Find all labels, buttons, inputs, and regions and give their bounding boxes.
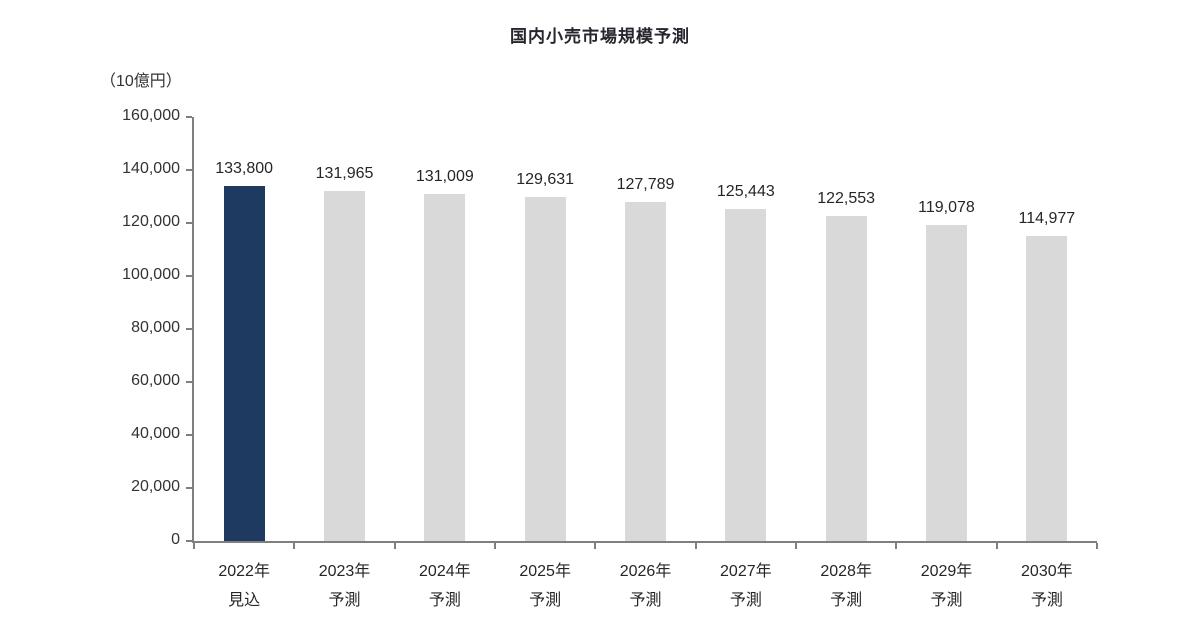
bar-value-label: 133,800: [215, 160, 274, 178]
x-axis-tick: [895, 543, 898, 549]
x-axis-tick: [594, 543, 597, 549]
y-axis-unit-label: （10億円）: [100, 73, 182, 90]
x-axis-line: [192, 541, 1097, 543]
bar-value-label: 131,009: [415, 167, 474, 185]
x-axis-label-year: 2029年: [920, 563, 973, 580]
x-axis-label-type: 予測: [830, 592, 863, 609]
x-axis-label: 2030年予測: [997, 557, 1097, 615]
x-axis-tick: [293, 543, 296, 549]
bar-2025年: [524, 197, 566, 541]
bar-2024年: [424, 193, 466, 541]
bar-2027年: [725, 208, 767, 541]
x-axis-label-year: 2028年: [820, 563, 872, 580]
bar-value-label: 127,789: [616, 176, 675, 194]
y-axis-tick-label: 20,000: [131, 478, 180, 495]
bar-value-label: 129,631: [516, 171, 575, 189]
x-axis-label-year: 2030年: [1021, 563, 1073, 580]
chart-title: 国内小売市場規模予測: [510, 27, 690, 46]
bar-value-label: 119,078: [918, 199, 975, 217]
bar-2030年: [1026, 236, 1068, 541]
x-axis-tick: [795, 543, 797, 549]
x-axis-label-type: 予測: [428, 592, 461, 609]
y-axis-tick-label: 80,000: [131, 319, 180, 336]
y-axis-tick-label: 120,000: [122, 213, 180, 230]
bar-value-label: 131,965: [315, 165, 374, 183]
bar-2023年: [324, 191, 365, 541]
bar-2028年: [825, 216, 867, 541]
y-axis-tick-label: 100,000: [122, 266, 180, 283]
y-axis-tick: [186, 116, 192, 118]
y-axis-tick-label: 160,000: [122, 107, 180, 124]
y-axis-tick-label: 40,000: [131, 425, 180, 442]
x-axis-label: 2024年予測: [395, 557, 495, 615]
x-axis-label-type: 見込: [228, 592, 261, 609]
x-axis-tick: [494, 543, 496, 549]
y-axis-tick: [186, 381, 192, 383]
x-axis-label-year: 2023年: [318, 563, 371, 580]
x-axis-tick: [193, 543, 195, 549]
x-axis-label-type: 予測: [529, 592, 562, 609]
x-axis-label: 2022年見込: [194, 557, 294, 615]
y-axis-tick-label: 0: [171, 531, 180, 548]
y-axis-tick: [186, 169, 192, 171]
bar-value-label: 125,443: [716, 182, 775, 200]
x-axis-label: 2027年予測: [696, 557, 796, 615]
x-axis-label: 2026年予測: [596, 557, 696, 615]
bar-2026年: [625, 202, 666, 541]
x-axis-label-type: 予測: [328, 592, 361, 609]
x-axis-label: 2023年予測: [295, 557, 395, 615]
x-axis-label-type: 予測: [930, 592, 963, 609]
y-axis-tick: [186, 540, 192, 542]
y-axis-tick: [186, 275, 192, 277]
x-axis-label-year: 2026年: [619, 563, 672, 580]
x-axis-label-year: 2022年: [218, 563, 270, 580]
bar-value-label: 122,553: [817, 190, 876, 208]
x-axis-tick: [393, 543, 396, 549]
y-axis-tick: [186, 487, 192, 489]
x-axis-label-year: 2025年: [519, 563, 571, 580]
bar-value-label: 114,977: [1018, 210, 1076, 228]
x-axis-label-year: 2024年: [419, 563, 471, 580]
y-axis-tick: [186, 222, 192, 224]
x-axis-label-type: 予測: [729, 592, 762, 609]
x-axis-label-year: 2027年: [720, 563, 772, 580]
x-axis-tick: [694, 543, 697, 549]
x-axis-tick: [1096, 543, 1098, 549]
x-axis-label: 2029年予測: [897, 557, 997, 615]
x-axis-tick: [995, 543, 998, 549]
y-axis-line: [192, 117, 194, 543]
y-axis-tick: [186, 328, 192, 330]
x-axis-label: 2025年予測: [495, 557, 595, 615]
y-axis-tick: [186, 434, 192, 436]
x-axis-label-type: 予測: [629, 592, 662, 609]
y-axis-tick-label: 140,000: [122, 160, 180, 177]
x-axis-label-type: 予測: [1030, 592, 1063, 609]
y-axis-tick-label: 60,000: [131, 372, 180, 389]
x-axis-label: 2028年予測: [796, 557, 896, 615]
bar-2029年: [926, 225, 967, 541]
bar-2022年: [223, 186, 265, 541]
